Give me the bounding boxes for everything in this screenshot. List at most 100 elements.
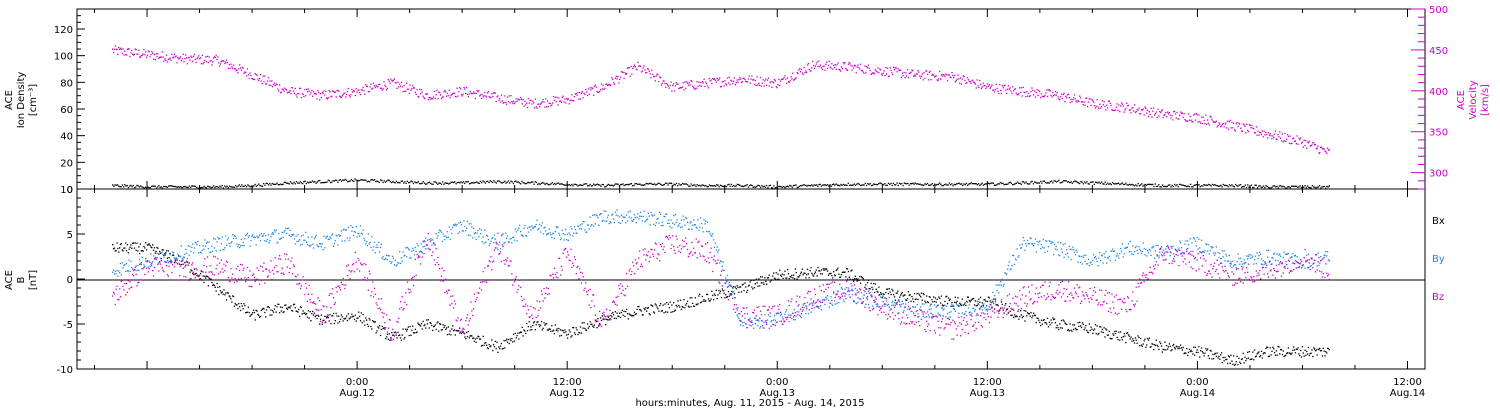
density-point xyxy=(1004,183,1006,185)
velocity-point xyxy=(437,98,439,100)
by-point xyxy=(261,235,263,237)
bx-point xyxy=(1281,353,1284,356)
by-point xyxy=(634,216,636,219)
velocity-point xyxy=(1308,140,1310,142)
density-point xyxy=(384,181,387,183)
bx-point xyxy=(637,305,639,308)
bx-point xyxy=(299,315,301,318)
by-point xyxy=(256,235,258,237)
bx-point xyxy=(585,329,587,331)
velocity-point xyxy=(600,83,603,85)
velocity-point xyxy=(163,60,165,62)
velocity-point xyxy=(258,80,260,82)
by-point xyxy=(284,230,286,232)
bx-point xyxy=(874,283,876,285)
by-point xyxy=(344,240,346,242)
bx-point xyxy=(426,323,429,325)
density-point xyxy=(880,182,882,185)
by-point xyxy=(822,299,824,301)
bx-point xyxy=(771,279,773,281)
velocity-point xyxy=(516,100,518,102)
by-point xyxy=(497,248,499,251)
density-point xyxy=(493,180,495,182)
bx-point xyxy=(487,348,489,350)
bx-point xyxy=(646,307,649,309)
bx-point xyxy=(861,276,863,279)
velocity-point xyxy=(1071,101,1073,103)
bx-point xyxy=(1300,349,1302,352)
by-point xyxy=(810,311,812,313)
bx-point xyxy=(1157,345,1159,348)
bx-point xyxy=(1085,325,1087,327)
bx-point xyxy=(324,315,326,317)
bx-point xyxy=(940,302,942,304)
velocity-point xyxy=(1160,110,1163,112)
velocity-point xyxy=(1152,110,1154,112)
bx-point xyxy=(159,250,161,253)
velocity-point xyxy=(1073,97,1075,99)
bx-point xyxy=(649,314,651,316)
velocity-point xyxy=(923,72,925,74)
velocity-point xyxy=(317,90,319,92)
velocity-point xyxy=(139,56,141,58)
density-point xyxy=(176,186,178,188)
bx-point xyxy=(993,308,996,310)
velocity-point xyxy=(1325,151,1327,153)
bx-point xyxy=(761,276,763,278)
bx-point xyxy=(522,335,524,337)
velocity-point xyxy=(238,68,240,70)
by-point xyxy=(678,224,680,226)
bx-point xyxy=(793,274,795,276)
velocity-point xyxy=(916,73,918,75)
by-point xyxy=(416,242,418,245)
bx-point xyxy=(233,305,236,307)
density-point xyxy=(406,180,408,182)
velocity-point xyxy=(342,94,344,96)
bx-point xyxy=(537,321,539,323)
velocity-point xyxy=(1009,87,1011,89)
velocity-point xyxy=(691,80,693,82)
by-point xyxy=(376,244,378,246)
by-point xyxy=(736,314,738,316)
bx-point xyxy=(329,313,331,316)
bx-point xyxy=(920,292,923,294)
velocity-point xyxy=(1066,94,1069,96)
velocity-point xyxy=(162,56,164,58)
velocity-point xyxy=(997,90,999,92)
velocity-point xyxy=(743,77,745,79)
bx-point xyxy=(243,303,245,305)
density-point xyxy=(438,182,440,184)
density-point xyxy=(532,181,534,183)
velocity-point xyxy=(1299,138,1301,141)
by-point xyxy=(504,241,506,244)
velocity-point xyxy=(226,62,229,64)
density-point xyxy=(393,181,395,183)
density-point xyxy=(140,185,142,187)
bx-point xyxy=(1177,348,1179,350)
by-point xyxy=(659,211,661,214)
bx-point xyxy=(894,299,896,301)
bx-point xyxy=(319,318,322,320)
x-tick-label-date: Aug.13 xyxy=(760,388,795,399)
velocity-point xyxy=(358,89,360,91)
velocity-point xyxy=(633,66,635,68)
velocity-point xyxy=(273,82,276,84)
density-point xyxy=(131,186,133,188)
bx-point xyxy=(1268,355,1270,357)
density-point xyxy=(982,184,985,186)
velocity-point xyxy=(852,65,854,67)
velocity-point xyxy=(986,86,988,88)
velocity-point xyxy=(621,71,623,73)
bx-point xyxy=(1322,347,1324,349)
by-point xyxy=(649,224,651,226)
bx-point xyxy=(1021,317,1023,319)
bx-point xyxy=(893,294,895,296)
bx-point xyxy=(1130,336,1132,338)
by-point xyxy=(613,218,615,220)
density-point xyxy=(1101,181,1103,183)
bx-point xyxy=(694,297,696,299)
bx-point xyxy=(922,293,924,295)
bx-point xyxy=(1167,348,1169,350)
bx-point xyxy=(870,282,872,284)
velocity-point xyxy=(588,93,590,95)
